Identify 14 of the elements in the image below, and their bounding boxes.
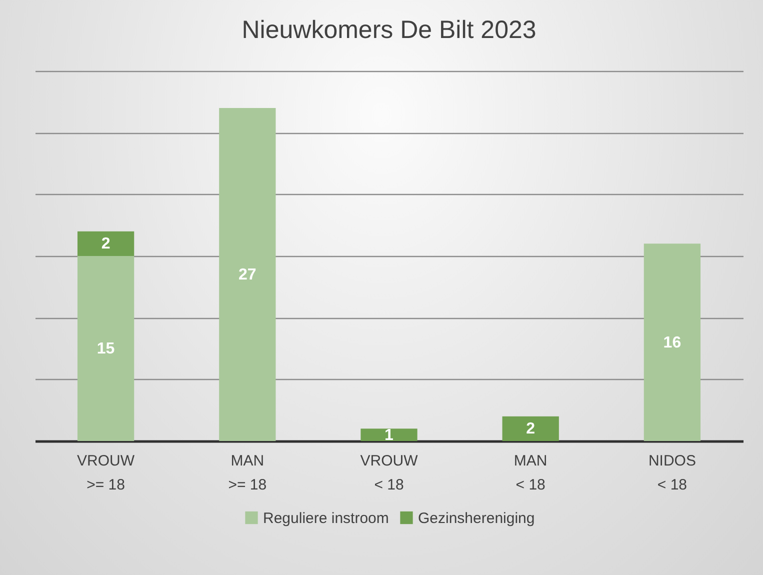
x-tick-label: VROUW >= 18 [77,452,136,494]
data-label: 15 [96,340,115,358]
chart-title: Nieuwkomers De Bilt 2023 [242,16,536,44]
data-label: 2 [526,420,536,438]
x-tick-label: MAN >= 18 [228,452,267,494]
x-tick-label: NIDOS < 18 [648,452,696,494]
legend-label: Gezinshereniging [418,510,535,527]
data-label: 2 [101,236,110,253]
x-tick-label: MAN < 18 [514,452,548,494]
data-label: 16 [663,334,682,352]
legend-label: Reguliere instroom [263,510,389,527]
data-label: 27 [238,266,256,284]
data-label: 1 [384,426,394,444]
x-tick-label: VROUW < 18 [360,452,419,494]
